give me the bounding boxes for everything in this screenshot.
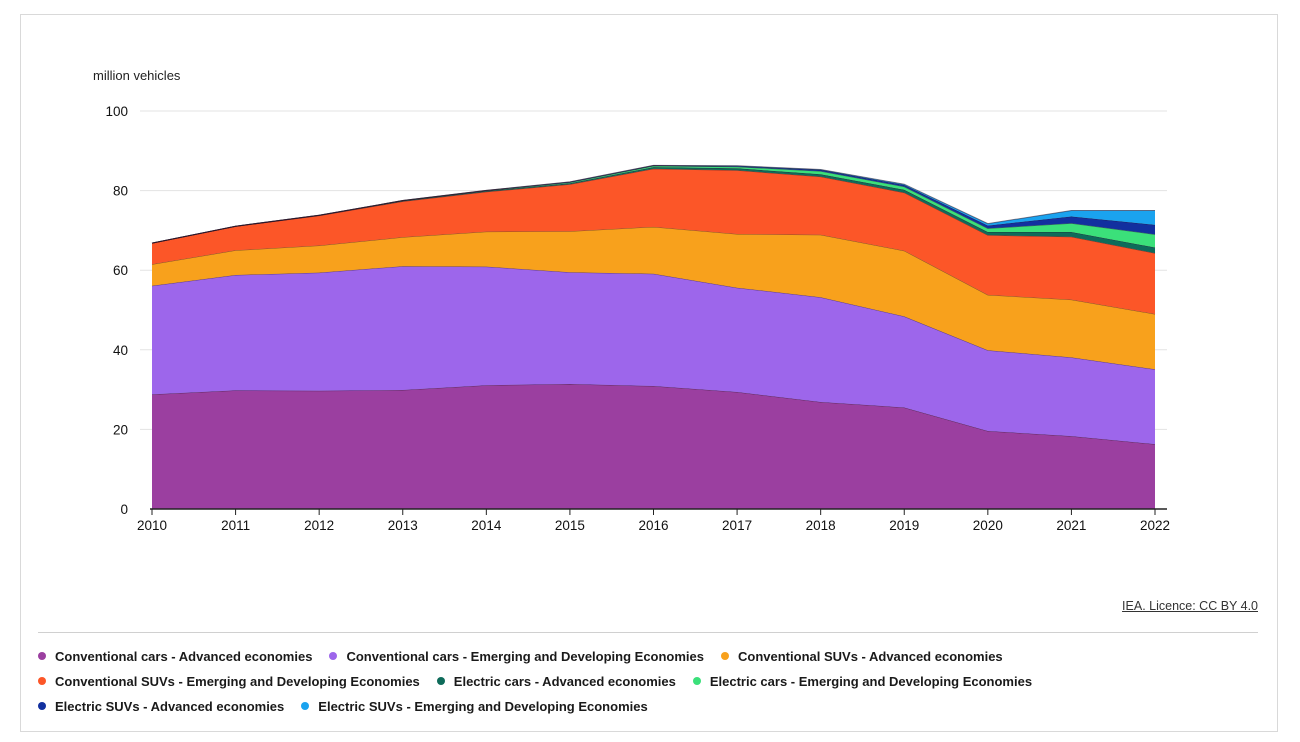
area-conventional-cars-emerging-and-developing-economies	[152, 266, 1155, 445]
chart-legend: Conventional cars - Advanced economies Co…	[38, 647, 1258, 715]
y-tick-label-40: 40	[113, 343, 128, 358]
licence-link[interactable]: IEA. Licence: CC BY 4.0	[1122, 599, 1258, 613]
legend-item-electric-cars-emerging-and-developing-economies[interactable]: Electric cars - Emerging and Developing …	[692, 672, 1033, 690]
x-tick-label-2013: 2013	[388, 518, 418, 533]
x-tick-label-2020: 2020	[973, 518, 1003, 533]
legend-label: Electric cars - Emerging and Developing …	[709, 673, 1033, 689]
legend-divider	[38, 632, 1258, 633]
legend-item-electric-cars-advanced-economies[interactable]: Electric cars - Advanced economies	[436, 672, 676, 690]
legend-item-conventional-suvs-emerging-and-developing-economies[interactable]: Conventional SUVs - Emerging and Develop…	[38, 672, 420, 690]
legend-dot-icon	[301, 702, 310, 710]
legend-label: Electric SUVs - Emerging and Developing …	[318, 698, 648, 714]
y-axis-label: million vehicles	[93, 68, 181, 83]
x-tick-label-2018: 2018	[806, 518, 836, 533]
y-tick-label-80: 80	[113, 184, 128, 199]
area-conventional-suvs-advanced-economies	[152, 226, 1155, 370]
legend-item-electric-suvs-advanced-economies[interactable]: Electric SUVs - Advanced economies	[38, 697, 284, 715]
x-tick-label-2019: 2019	[889, 518, 919, 533]
x-tick-label-2010: 2010	[137, 518, 167, 533]
stacked-area-chart: 0 20 40 60 80 100 2010 2011 2012 2013 2014 2015 2016…	[105, 104, 1170, 533]
legend-dot-icon	[38, 652, 46, 660]
legend-dot-icon	[38, 702, 46, 710]
legend-label: Electric SUVs - Advanced economies	[55, 698, 285, 714]
legend-item-conventional-cars-advanced-economies[interactable]: Conventional cars - Advanced economies	[38, 647, 312, 665]
legend-item-electric-suvs-emerging-and-developing-economies[interactable]: Electric SUVs - Emerging and Developing …	[301, 697, 648, 715]
x-tick-label-2012: 2012	[304, 518, 334, 533]
area-conventional-cars-advanced-economies	[152, 384, 1155, 509]
legend-dot-icon	[436, 677, 445, 685]
x-tick-label-2017: 2017	[722, 518, 752, 533]
legend-label: Electric cars - Advanced economies	[453, 673, 676, 689]
x-tick-label-2021: 2021	[1056, 518, 1086, 533]
legend-item-conventional-cars-emerging-and-developing-economies[interactable]: Conventional cars - Emerging and Develop…	[329, 647, 704, 665]
legend-label: Conventional SUVs - Advanced economies	[738, 648, 1003, 664]
y-tick-label-20: 20	[113, 422, 128, 437]
legend-dot-icon	[721, 652, 730, 660]
x-tick-label-2015: 2015	[555, 518, 585, 533]
y-tick-label-60: 60	[113, 263, 128, 278]
x-tick-label-2016: 2016	[638, 518, 668, 533]
legend-label: Conventional cars - Advanced economies	[55, 648, 313, 664]
legend-dot-icon	[38, 677, 46, 685]
legend-dot-icon	[329, 652, 338, 660]
x-tick-label-2011: 2011	[221, 518, 250, 533]
area-conventional-suvs-emerging-and-developing-economies	[152, 168, 1155, 314]
legend-label: Conventional cars - Emerging and Develop…	[346, 648, 705, 664]
y-tick-label-0: 0	[120, 502, 128, 517]
legend-label: Conventional SUVs - Emerging and Develop…	[55, 673, 420, 689]
x-tick-label-2022: 2022	[1140, 518, 1170, 533]
y-tick-label-100: 100	[105, 104, 128, 119]
legend-dot-icon	[692, 677, 701, 685]
x-tick-label-2014: 2014	[471, 518, 502, 533]
area-edge-electric-suvs-emerging-and-developing-economies	[151, 164, 1155, 244]
legend-item-conventional-suvs-advanced-economies[interactable]: Conventional SUVs - Advanced economies	[721, 647, 1003, 665]
